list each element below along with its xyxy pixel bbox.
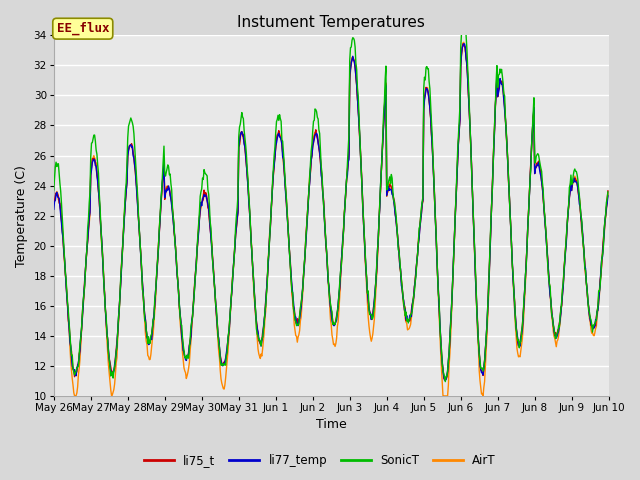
AirT: [71, 393, 79, 399]
X-axis label: Time: Time: [316, 419, 347, 432]
SonicT: [202, 172, 210, 178]
Legend: li75_t, li77_temp, SonicT, AirT: li75_t, li77_temp, SonicT, AirT: [140, 449, 500, 472]
li75_t: [442, 376, 450, 382]
AirT: [204, 196, 211, 202]
li77_temp: [604, 193, 612, 199]
AirT: [415, 230, 423, 236]
Line: li75_t: li75_t: [54, 44, 608, 379]
SonicT: [398, 284, 406, 289]
li77_temp: [117, 279, 125, 285]
li77_temp: [460, 41, 468, 47]
li75_t: [173, 271, 181, 276]
li75_t: [202, 192, 210, 197]
SonicT: [415, 241, 422, 247]
Y-axis label: Temperature (C): Temperature (C): [15, 165, 28, 266]
SonicT: [117, 273, 125, 279]
li75_t: [398, 284, 406, 290]
li75_t: [117, 275, 125, 280]
AirT: [118, 262, 125, 268]
SonicT: [173, 269, 181, 275]
li77_temp: [60, 248, 68, 254]
SonicT: [604, 189, 612, 195]
li77_temp: [202, 193, 210, 199]
li75_t: [60, 246, 68, 252]
li75_t: [50, 199, 58, 205]
SonicT: [50, 187, 58, 193]
li75_t: [459, 41, 467, 47]
AirT: [60, 250, 68, 255]
li77_temp: [415, 241, 422, 247]
AirT: [174, 277, 182, 283]
li77_temp: [398, 286, 406, 292]
li77_temp: [173, 271, 181, 276]
Title: Instument Temperatures: Instument Temperatures: [237, 15, 425, 30]
li75_t: [604, 188, 612, 194]
SonicT: [442, 379, 449, 384]
Line: AirT: AirT: [54, 42, 608, 396]
Text: EE_flux: EE_flux: [56, 22, 109, 36]
AirT: [604, 192, 612, 197]
AirT: [460, 39, 468, 45]
AirT: [399, 294, 407, 300]
li75_t: [415, 241, 422, 247]
SonicT: [60, 242, 68, 248]
li77_temp: [50, 206, 58, 212]
SonicT: [460, 17, 468, 23]
Line: li77_temp: li77_temp: [54, 44, 608, 380]
li77_temp: [442, 377, 449, 383]
AirT: [50, 201, 58, 206]
Line: SonicT: SonicT: [54, 20, 608, 382]
